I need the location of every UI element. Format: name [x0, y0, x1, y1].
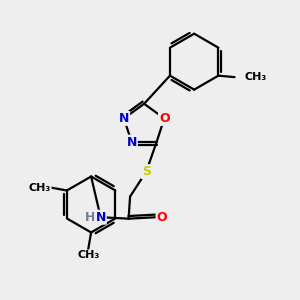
Text: CH₃: CH₃: [77, 250, 99, 260]
Text: H: H: [85, 211, 95, 224]
Text: CH₃: CH₃: [245, 72, 267, 82]
Text: CH₃: CH₃: [28, 182, 51, 193]
Text: S: S: [142, 165, 151, 178]
Text: N: N: [119, 112, 129, 125]
Text: N: N: [95, 211, 106, 224]
Text: O: O: [159, 112, 169, 125]
Text: N: N: [127, 136, 137, 148]
Text: O: O: [157, 211, 167, 224]
